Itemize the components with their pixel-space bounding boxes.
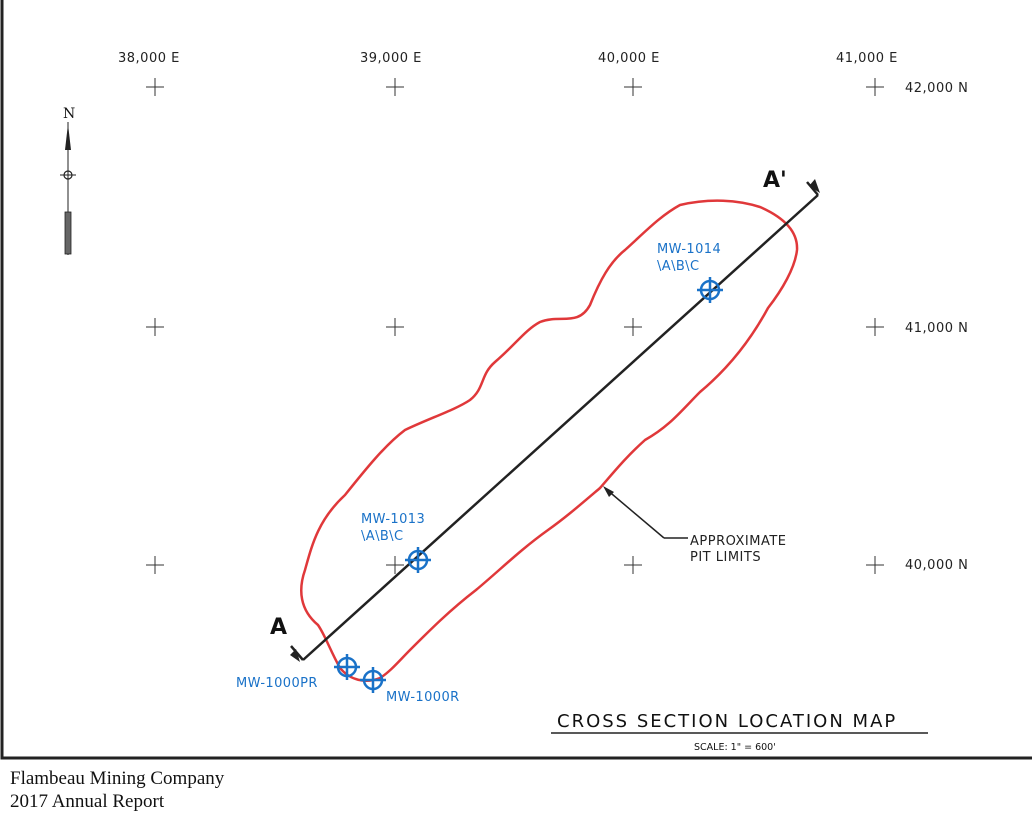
easting-label-40000: 40,000 E <box>598 51 660 66</box>
northing-label-40000: 40,000 N <box>905 558 968 573</box>
well-marker-mw-1000pr <box>334 654 360 680</box>
footer-report: 2017 Annual Report <box>10 791 165 812</box>
well-sublabel-mw-1013: \A\B\C <box>361 529 403 544</box>
well-marker-mw-1014 <box>697 277 723 303</box>
map-scale: SCALE: 1" = 600' <box>694 742 776 753</box>
well-marker-mw-1013 <box>405 547 431 573</box>
easting-label-38000: 38,000 E <box>118 51 180 66</box>
well-label-mw-1014: MW-1014 <box>657 242 721 257</box>
pit-limits-outline <box>300 199 799 682</box>
svg-text:N: N <box>63 106 75 122</box>
well-marker-mw-1000r <box>360 667 386 693</box>
map-frame <box>0 0 1032 760</box>
pit-limits-label-line1: APPROXIMATE <box>690 534 787 549</box>
map-title: CROSS SECTION LOCATION MAP <box>557 711 897 732</box>
northing-label-41000: 41,000 N <box>905 321 968 336</box>
easting-label-39000: 39,000 E <box>360 51 422 66</box>
grid-crosses <box>146 78 884 574</box>
footer-company: Flambeau Mining Company <box>10 768 225 789</box>
easting-label-41000: 41,000 E <box>836 51 898 66</box>
well-label-mw-1000r: MW-1000R <box>386 690 460 705</box>
well-sublabel-mw-1014: \A\B\C <box>657 259 699 274</box>
north-arrow-icon: N <box>60 106 76 255</box>
well-label-mw-1000pr: MW-1000PR <box>236 676 318 691</box>
section-label-a: A <box>270 615 287 640</box>
pit-limits-leader <box>603 486 688 539</box>
pit-limits-label-line2: PIT LIMITS <box>690 550 761 565</box>
section-label-a-prime: A' <box>763 168 787 193</box>
northing-label-42000: 42,000 N <box>905 81 968 96</box>
section-line-a-a-prime <box>290 179 820 662</box>
well-label-mw-1013: MW-1013 <box>361 512 425 527</box>
